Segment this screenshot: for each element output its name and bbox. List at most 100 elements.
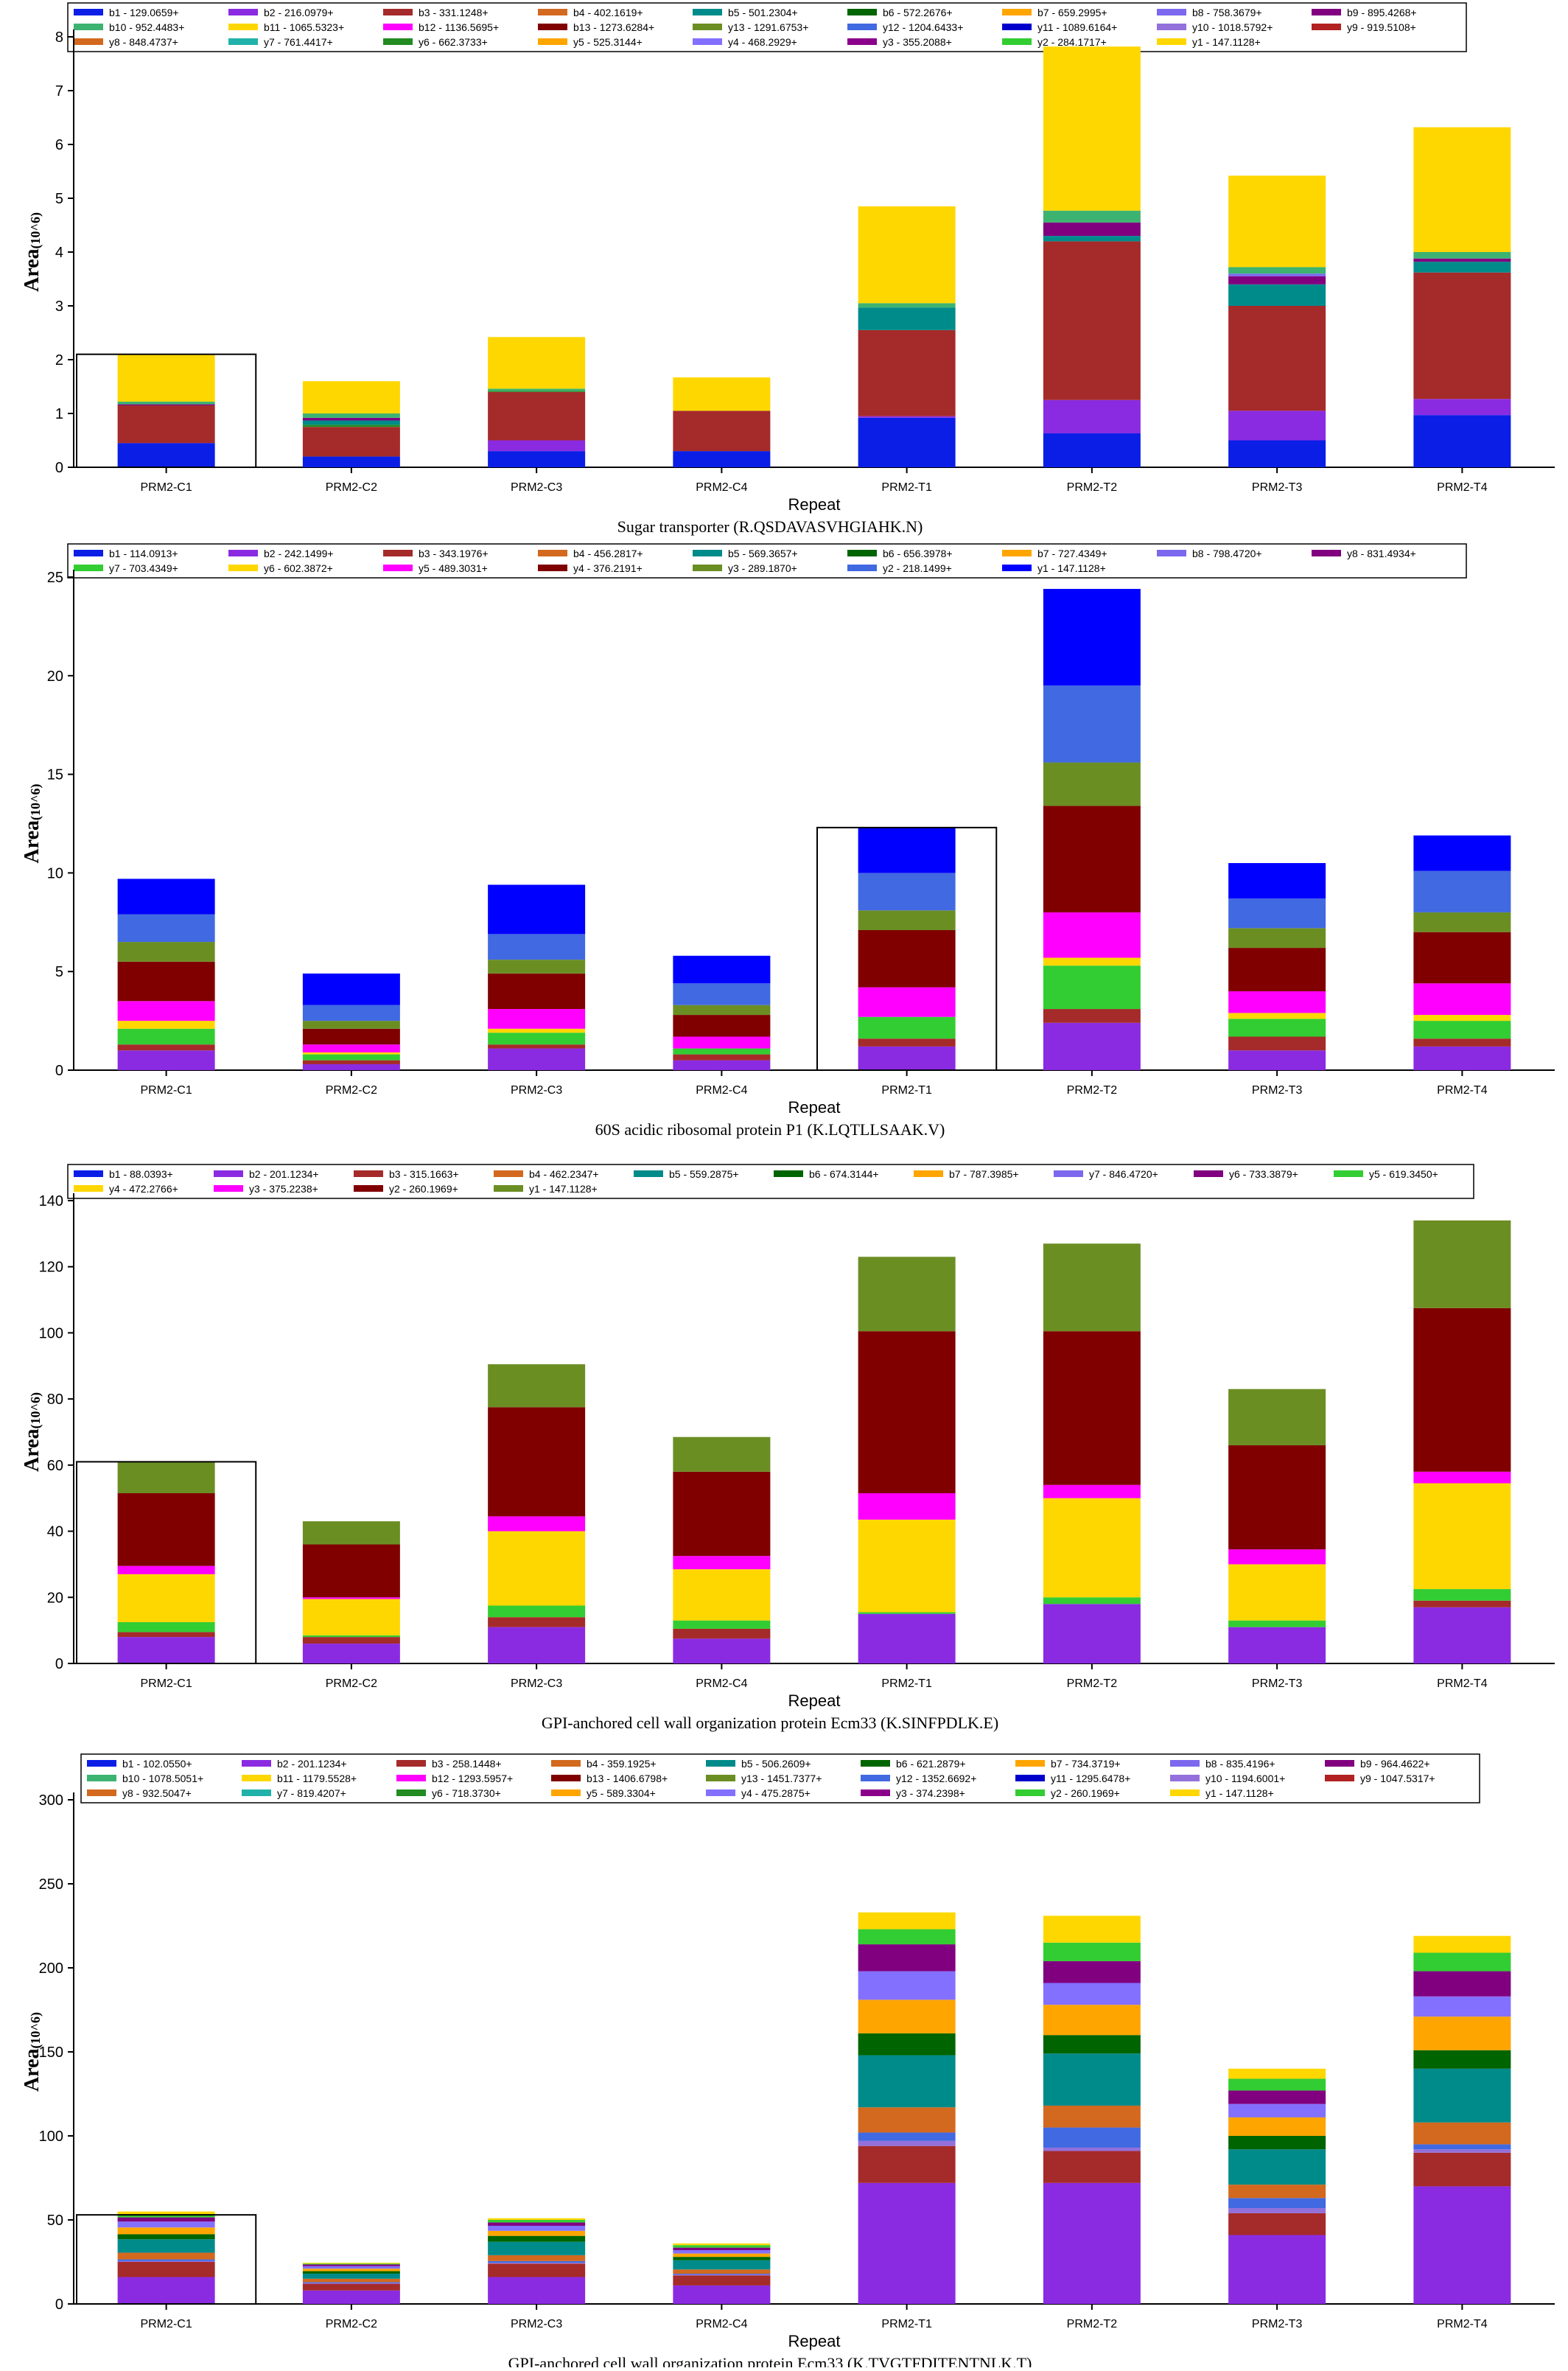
- legend-swatch: [634, 1170, 663, 1177]
- bar-segment: [302, 1637, 400, 1644]
- x-tick-label: PRM2-C1: [141, 1084, 192, 1097]
- bar-segment: [673, 2250, 771, 2254]
- bar-segment: [1228, 1564, 1326, 1621]
- stacked-bar: [1043, 1243, 1141, 1663]
- y-tick-label: 80: [47, 1391, 63, 1408]
- legend-swatch: [354, 1185, 383, 1192]
- bar-segment: [1043, 1916, 1141, 1943]
- legend-swatch: [706, 1775, 735, 1781]
- bar-segment: [673, 2257, 771, 2260]
- y-tick-label: 300: [39, 1792, 63, 1809]
- stacked-bar: [488, 337, 586, 467]
- bar-segment: [673, 1436, 771, 1472]
- legend-label: b1 - 114.0913+: [109, 548, 178, 559]
- stacked-bar: [673, 2243, 771, 2304]
- legend-swatch: [914, 1170, 943, 1177]
- legend-swatch: [1015, 1775, 1045, 1781]
- legend-swatch: [87, 1775, 116, 1781]
- y-axis-label-unit: (10^6): [28, 1392, 43, 1428]
- bar-segment: [673, 1005, 771, 1016]
- bar-segment: [858, 1492, 956, 1520]
- bar-segment: [1043, 912, 1141, 958]
- stacked-bar: [1043, 589, 1141, 1070]
- x-tick-label: PRM2-C1: [141, 1677, 192, 1690]
- x-tick-label: PRM2-T1: [881, 2318, 932, 2330]
- bar-segment: [1228, 1019, 1326, 1037]
- bar-segment: [1228, 273, 1326, 276]
- bar-segment: [1043, 1243, 1141, 1332]
- legend-swatch: [354, 1170, 383, 1177]
- legend-swatch: [228, 550, 258, 556]
- legend-swatch: [87, 1760, 116, 1767]
- legend-swatch: [383, 550, 413, 556]
- bar-segment: [1043, 1597, 1141, 1604]
- bar-segment: [1043, 2182, 1141, 2304]
- bar-segment: [117, 2217, 215, 2222]
- y-tick-label: 0: [55, 460, 63, 476]
- x-tick-label: PRM2-C4: [696, 481, 747, 494]
- bar-segment: [302, 1028, 400, 1045]
- bar-segment: [673, 1471, 771, 1557]
- chart-panel-1: b1 - 129.0659+ b2 - 216.0979+ b3 - 331.124…: [21, 2, 1555, 536]
- legend-swatch: [538, 565, 567, 571]
- y-tick-label: 140: [39, 1193, 63, 1209]
- bar-segment: [858, 1257, 956, 1332]
- stacked-bar: [858, 1257, 956, 1663]
- stacked-bar: [1413, 1935, 1511, 2304]
- legend-label: b3 - 343.1976+: [419, 548, 489, 559]
- y-tick-label: 0: [55, 2297, 63, 2313]
- bar-segment: [1228, 440, 1326, 467]
- bar-segment: [673, 1569, 771, 1621]
- bar-segment: [858, 1331, 956, 1493]
- bar-segment: [1413, 252, 1511, 259]
- legend-label: y7 - 819.4207+: [277, 1787, 346, 1799]
- bar-segment: [1228, 2185, 1326, 2199]
- bar-segment: [673, 1638, 771, 1663]
- legend-swatch: [551, 1789, 581, 1796]
- bar-segment: [302, 427, 400, 457]
- legend-swatch: [693, 565, 722, 571]
- legend-label: y4 - 468.2929+: [728, 36, 797, 48]
- x-tick-label: PRM2-T3: [1252, 481, 1303, 494]
- x-tick-label: PRM2-T1: [881, 1677, 932, 1690]
- bar-segment: [858, 827, 956, 873]
- legend-swatch: [1312, 550, 1341, 556]
- stacked-bar: [1043, 46, 1141, 467]
- bar-segment: [1043, 957, 1141, 966]
- legend-swatch: [1194, 1170, 1223, 1177]
- chart-panel-3: b1 - 88.0393+ b2 - 201.1234+ b3 - 315.1663…: [21, 1164, 1555, 1732]
- bar-segment: [117, 914, 215, 943]
- bar-segment: [117, 1001, 215, 1022]
- legend-label: y6 - 733.3879+: [1229, 1168, 1298, 1180]
- bar-segment: [1413, 262, 1511, 273]
- bar-segment: [1043, 2053, 1141, 2106]
- bar-segment: [302, 1005, 400, 1022]
- bar-segment: [673, 955, 771, 984]
- bar-segment: [488, 1605, 586, 1618]
- bar-segment: [1413, 2149, 1511, 2153]
- legend-swatch: [74, 1170, 103, 1177]
- legend-swatch: [1054, 1170, 1083, 1177]
- x-tick-label: PRM2-T3: [1252, 1084, 1303, 1097]
- bar-segment: [1413, 870, 1511, 912]
- legend-label: y5 - 525.3144+: [573, 36, 643, 48]
- bar-segment: [858, 2145, 956, 2183]
- bar-segment: [858, 1944, 956, 1972]
- stacked-bar: [1413, 835, 1511, 1070]
- y-tick-label: 3: [55, 298, 63, 315]
- bar-segment: [1043, 1331, 1141, 1485]
- bar-segment: [858, 2107, 956, 2133]
- stacked-bar: [1413, 1220, 1511, 1663]
- legend-label: y1 - 147.1128+: [1192, 36, 1261, 48]
- bar-segment: [858, 1613, 956, 1663]
- bar-segment: [117, 1574, 215, 1622]
- bar-segment: [302, 1521, 400, 1545]
- bar-segment: [488, 2218, 586, 2220]
- bar-segment: [673, 1036, 771, 1049]
- bar-segment: [673, 2253, 771, 2257]
- stacked-bar: [1228, 863, 1326, 1070]
- bar-segment: [858, 1046, 956, 1070]
- y-tick-label: 0: [55, 1656, 63, 1672]
- legend-label: y9 - 1047.5317+: [1360, 1773, 1435, 1784]
- bar-segment: [302, 2269, 400, 2272]
